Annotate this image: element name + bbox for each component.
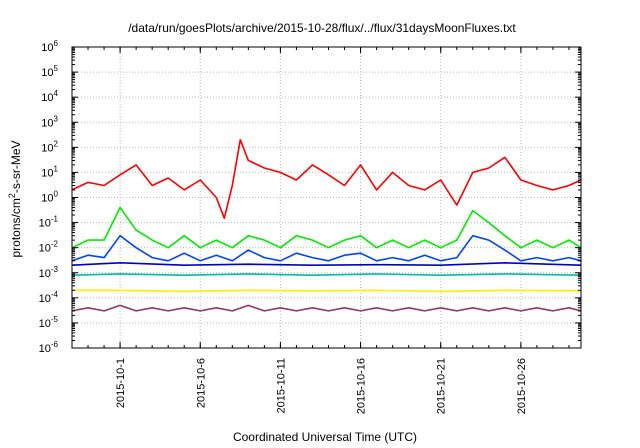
y-tick-exponent: 4	[54, 89, 59, 98]
x-tick-label: 2015-10-11	[275, 358, 287, 413]
y-tick-exponent: -6	[51, 340, 59, 349]
y-tick-label: 106	[41, 39, 58, 54]
y-axis-label-prefix: protons/cm	[9, 198, 23, 257]
y-tick-label: 100	[41, 190, 58, 205]
x-tick-label: 2015-10-16	[356, 358, 368, 414]
y-tick-base: 10	[39, 318, 51, 330]
y-tick-exponent: 3	[54, 114, 59, 123]
series-line-3	[71, 261, 582, 267]
y-tick-base: 10	[41, 142, 53, 154]
y-tick-base: 10	[39, 243, 51, 255]
y-tick-label: 10-5	[39, 315, 59, 330]
y-tick-exponent: 1	[54, 164, 59, 173]
x-axis: 2015-10-1 2015-10-6 2015-10-11 2015-10-16 20…	[71, 47, 570, 414]
y-tick-label: 10-4	[39, 290, 59, 305]
x-tick-label: 2015-10-21	[436, 358, 448, 414]
y-tick-base: 10	[41, 67, 53, 79]
y-tick-base: 10	[41, 92, 53, 104]
y-axis-label: protons/cm2-s-sr-MeV	[7, 140, 23, 257]
y-tick-label: 10-3	[39, 265, 59, 280]
y-tick-exponent: -3	[51, 265, 59, 274]
x-axis-label: Coordinated Universal Time (UTC)	[233, 430, 417, 444]
y-axis-label-exponent: 2	[7, 193, 17, 198]
grid	[72, 47, 581, 348]
series-line-6	[71, 304, 582, 312]
y-tick-exponent: -1	[51, 215, 59, 224]
y-tick-label: 102	[41, 139, 58, 154]
x-tick-label: 2015-10-26	[516, 358, 528, 414]
series-line-4	[71, 273, 582, 277]
y-tick-base: 10	[41, 117, 53, 129]
x-tick-label: 2015-10-6	[195, 358, 207, 408]
y-tick-exponent: 0	[54, 190, 59, 199]
y-tick-exponent: -4	[51, 290, 59, 299]
y-tick-label: 10-2	[39, 240, 59, 255]
y-tick-exponent: 6	[54, 39, 59, 48]
series-line-1	[71, 206, 582, 249]
series-line-0	[71, 139, 582, 219]
y-tick-base: 10	[41, 193, 53, 205]
y-tick-exponent: -5	[51, 315, 59, 324]
y-tick-base: 10	[41, 42, 53, 54]
chart-title: /data/run/goesPlots/archive/2015-10-28/f…	[128, 21, 516, 35]
y-tick-label: 10-1	[39, 215, 59, 230]
y-tick-base: 10	[39, 268, 51, 280]
series-line-2	[71, 234, 582, 262]
series-line-5	[72, 289, 582, 293]
y-tick-base: 10	[41, 167, 53, 179]
y-axis-label-suffix: -s-sr-MeV	[9, 140, 23, 193]
y-tick-exponent: -2	[51, 240, 59, 249]
y-tick-label: 101	[41, 164, 58, 179]
y-tick-label: 10-6	[39, 340, 59, 355]
y-tick-base: 10	[39, 343, 51, 355]
y-axis: 10-610-510-410-310-210-11001011021031041…	[39, 39, 581, 355]
y-tick-label: 103	[41, 114, 58, 129]
y-tick-label: 104	[41, 89, 58, 104]
y-tick-exponent: 2	[54, 139, 59, 148]
series-layer	[71, 139, 582, 312]
x-tick-label: 2015-10-1	[115, 358, 127, 408]
y-tick-label: 105	[41, 64, 58, 79]
y-tick-base: 10	[39, 293, 51, 305]
y-tick-base: 10	[39, 218, 51, 230]
y-tick-exponent: 5	[54, 64, 59, 73]
